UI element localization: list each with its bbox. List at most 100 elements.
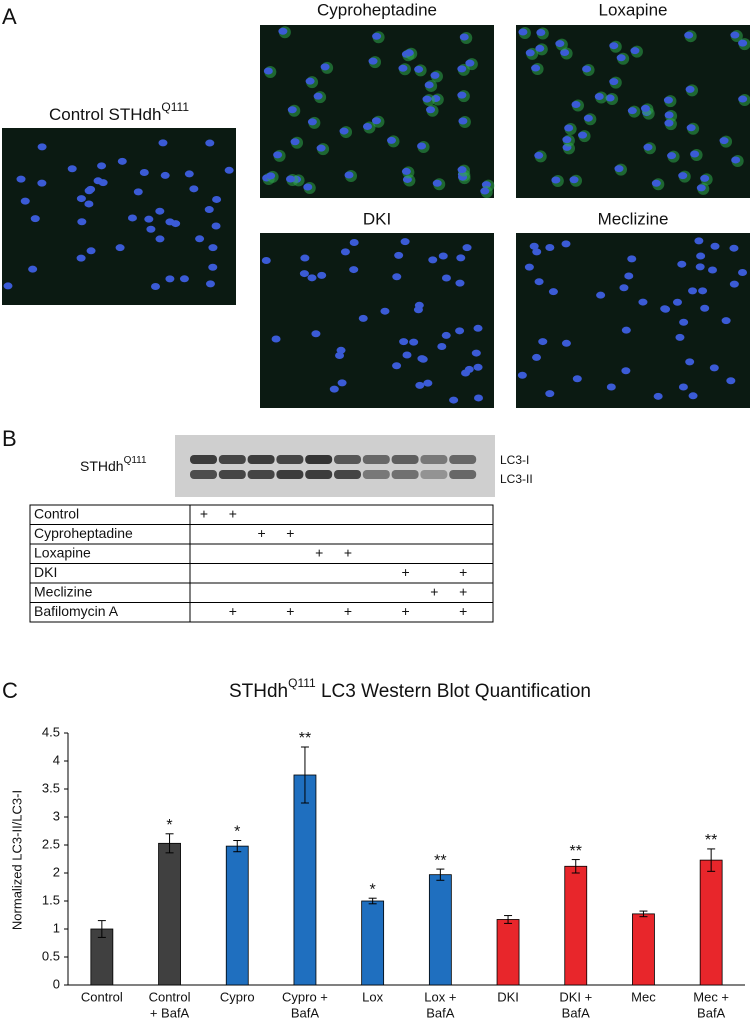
error-bar	[571, 859, 580, 874]
y-tick-label: 0.5	[42, 948, 60, 963]
nucleus	[76, 195, 86, 203]
x-tick-label: BafA	[697, 1005, 726, 1020]
nucleus	[721, 317, 731, 325]
nucleus	[627, 255, 637, 263]
blot-band	[449, 455, 477, 464]
nucleus	[299, 270, 309, 278]
band-label: LC3-I	[500, 453, 529, 467]
nucleus	[700, 304, 710, 312]
significance: *	[166, 817, 172, 834]
nucleus	[290, 138, 300, 146]
nucleus	[596, 291, 606, 299]
nucleus	[679, 318, 689, 326]
nucleus	[561, 339, 571, 347]
x-tick-label: Mec	[631, 989, 656, 1004]
blot-band	[362, 470, 390, 479]
nucleus	[609, 78, 619, 86]
blot-band	[190, 470, 217, 479]
nucleus	[399, 338, 409, 346]
nucleus	[694, 237, 704, 245]
nucleus	[678, 383, 688, 391]
nucleus	[386, 136, 396, 144]
title-sup: Q111	[161, 100, 189, 114]
nucleus	[349, 266, 359, 274]
nucleus	[455, 327, 465, 335]
blot-band	[334, 470, 361, 479]
nucleus	[457, 65, 467, 73]
nucleus	[583, 114, 593, 122]
y-tick-label: 4	[53, 752, 60, 767]
title-text: LC3 Western Blot Quantification	[316, 681, 591, 702]
nucleus	[278, 27, 288, 35]
nucleus	[133, 188, 143, 196]
nucleus	[619, 284, 629, 292]
nucleus	[455, 279, 465, 287]
cell-mark: +	[344, 603, 352, 619]
nucleus	[465, 59, 475, 67]
nucleus	[564, 124, 574, 132]
nucleus	[534, 278, 544, 286]
blot-band	[391, 470, 419, 479]
nucleus	[371, 117, 381, 125]
nucleus	[423, 379, 433, 387]
nucleus	[643, 143, 653, 151]
error-bar	[300, 746, 309, 804]
x-tick-label: Control	[81, 989, 123, 1004]
nucleus	[545, 244, 555, 252]
nucleus	[621, 326, 631, 334]
error-bar	[707, 848, 716, 872]
row-label: Loxapine	[34, 544, 91, 560]
y-tick-label: 0	[53, 976, 60, 991]
nucleus	[211, 222, 221, 230]
title-text: STHdh	[229, 681, 288, 702]
nucleus	[536, 29, 546, 37]
nucleus	[204, 206, 214, 214]
nucleus	[678, 172, 688, 180]
blot-band	[334, 455, 361, 464]
nucleus	[362, 122, 372, 130]
blot-band	[305, 455, 333, 464]
nucleus	[151, 283, 161, 291]
nucleus	[700, 174, 710, 182]
cell-mark: +	[315, 544, 323, 560]
error-bar	[436, 868, 445, 881]
nucleus	[688, 287, 698, 295]
nucleus	[605, 94, 615, 102]
nucleus	[709, 364, 719, 372]
panel-label: C	[2, 678, 18, 703]
x-tick-label: Control	[149, 989, 191, 1004]
blot-band	[276, 470, 304, 479]
nucleus	[404, 49, 414, 57]
cell-mark: +	[402, 564, 410, 580]
nucleus	[287, 106, 297, 114]
nucleus	[653, 392, 663, 400]
nucleus	[517, 371, 527, 379]
micrograph-title: DKI	[363, 209, 391, 228]
cell-mark: +	[430, 583, 438, 599]
nucleus	[303, 183, 313, 191]
nucleus	[300, 254, 310, 262]
cell-mark: +	[286, 525, 294, 541]
nucleus	[417, 355, 427, 363]
micrograph-title: Loxapine	[598, 0, 667, 19]
nucleus	[594, 93, 604, 101]
y-axis-label: Normalized LC3-II/LC3-I	[9, 790, 24, 930]
nucleus	[719, 137, 729, 145]
nucleus	[273, 151, 283, 159]
error-bar	[165, 833, 174, 854]
nucleus	[184, 170, 194, 178]
nucleus	[456, 254, 466, 262]
cell-mark: +	[459, 603, 467, 619]
nucleus	[409, 338, 419, 346]
nucleus	[531, 64, 541, 72]
nucleus	[311, 330, 321, 338]
bar	[428, 874, 452, 986]
cell-mark: +	[258, 525, 266, 541]
cell-mark: +	[286, 603, 294, 619]
nucleus	[349, 239, 359, 247]
blot-band	[218, 455, 246, 464]
nucleus	[414, 301, 424, 309]
nucleus	[380, 307, 390, 315]
blot-band	[218, 470, 246, 479]
